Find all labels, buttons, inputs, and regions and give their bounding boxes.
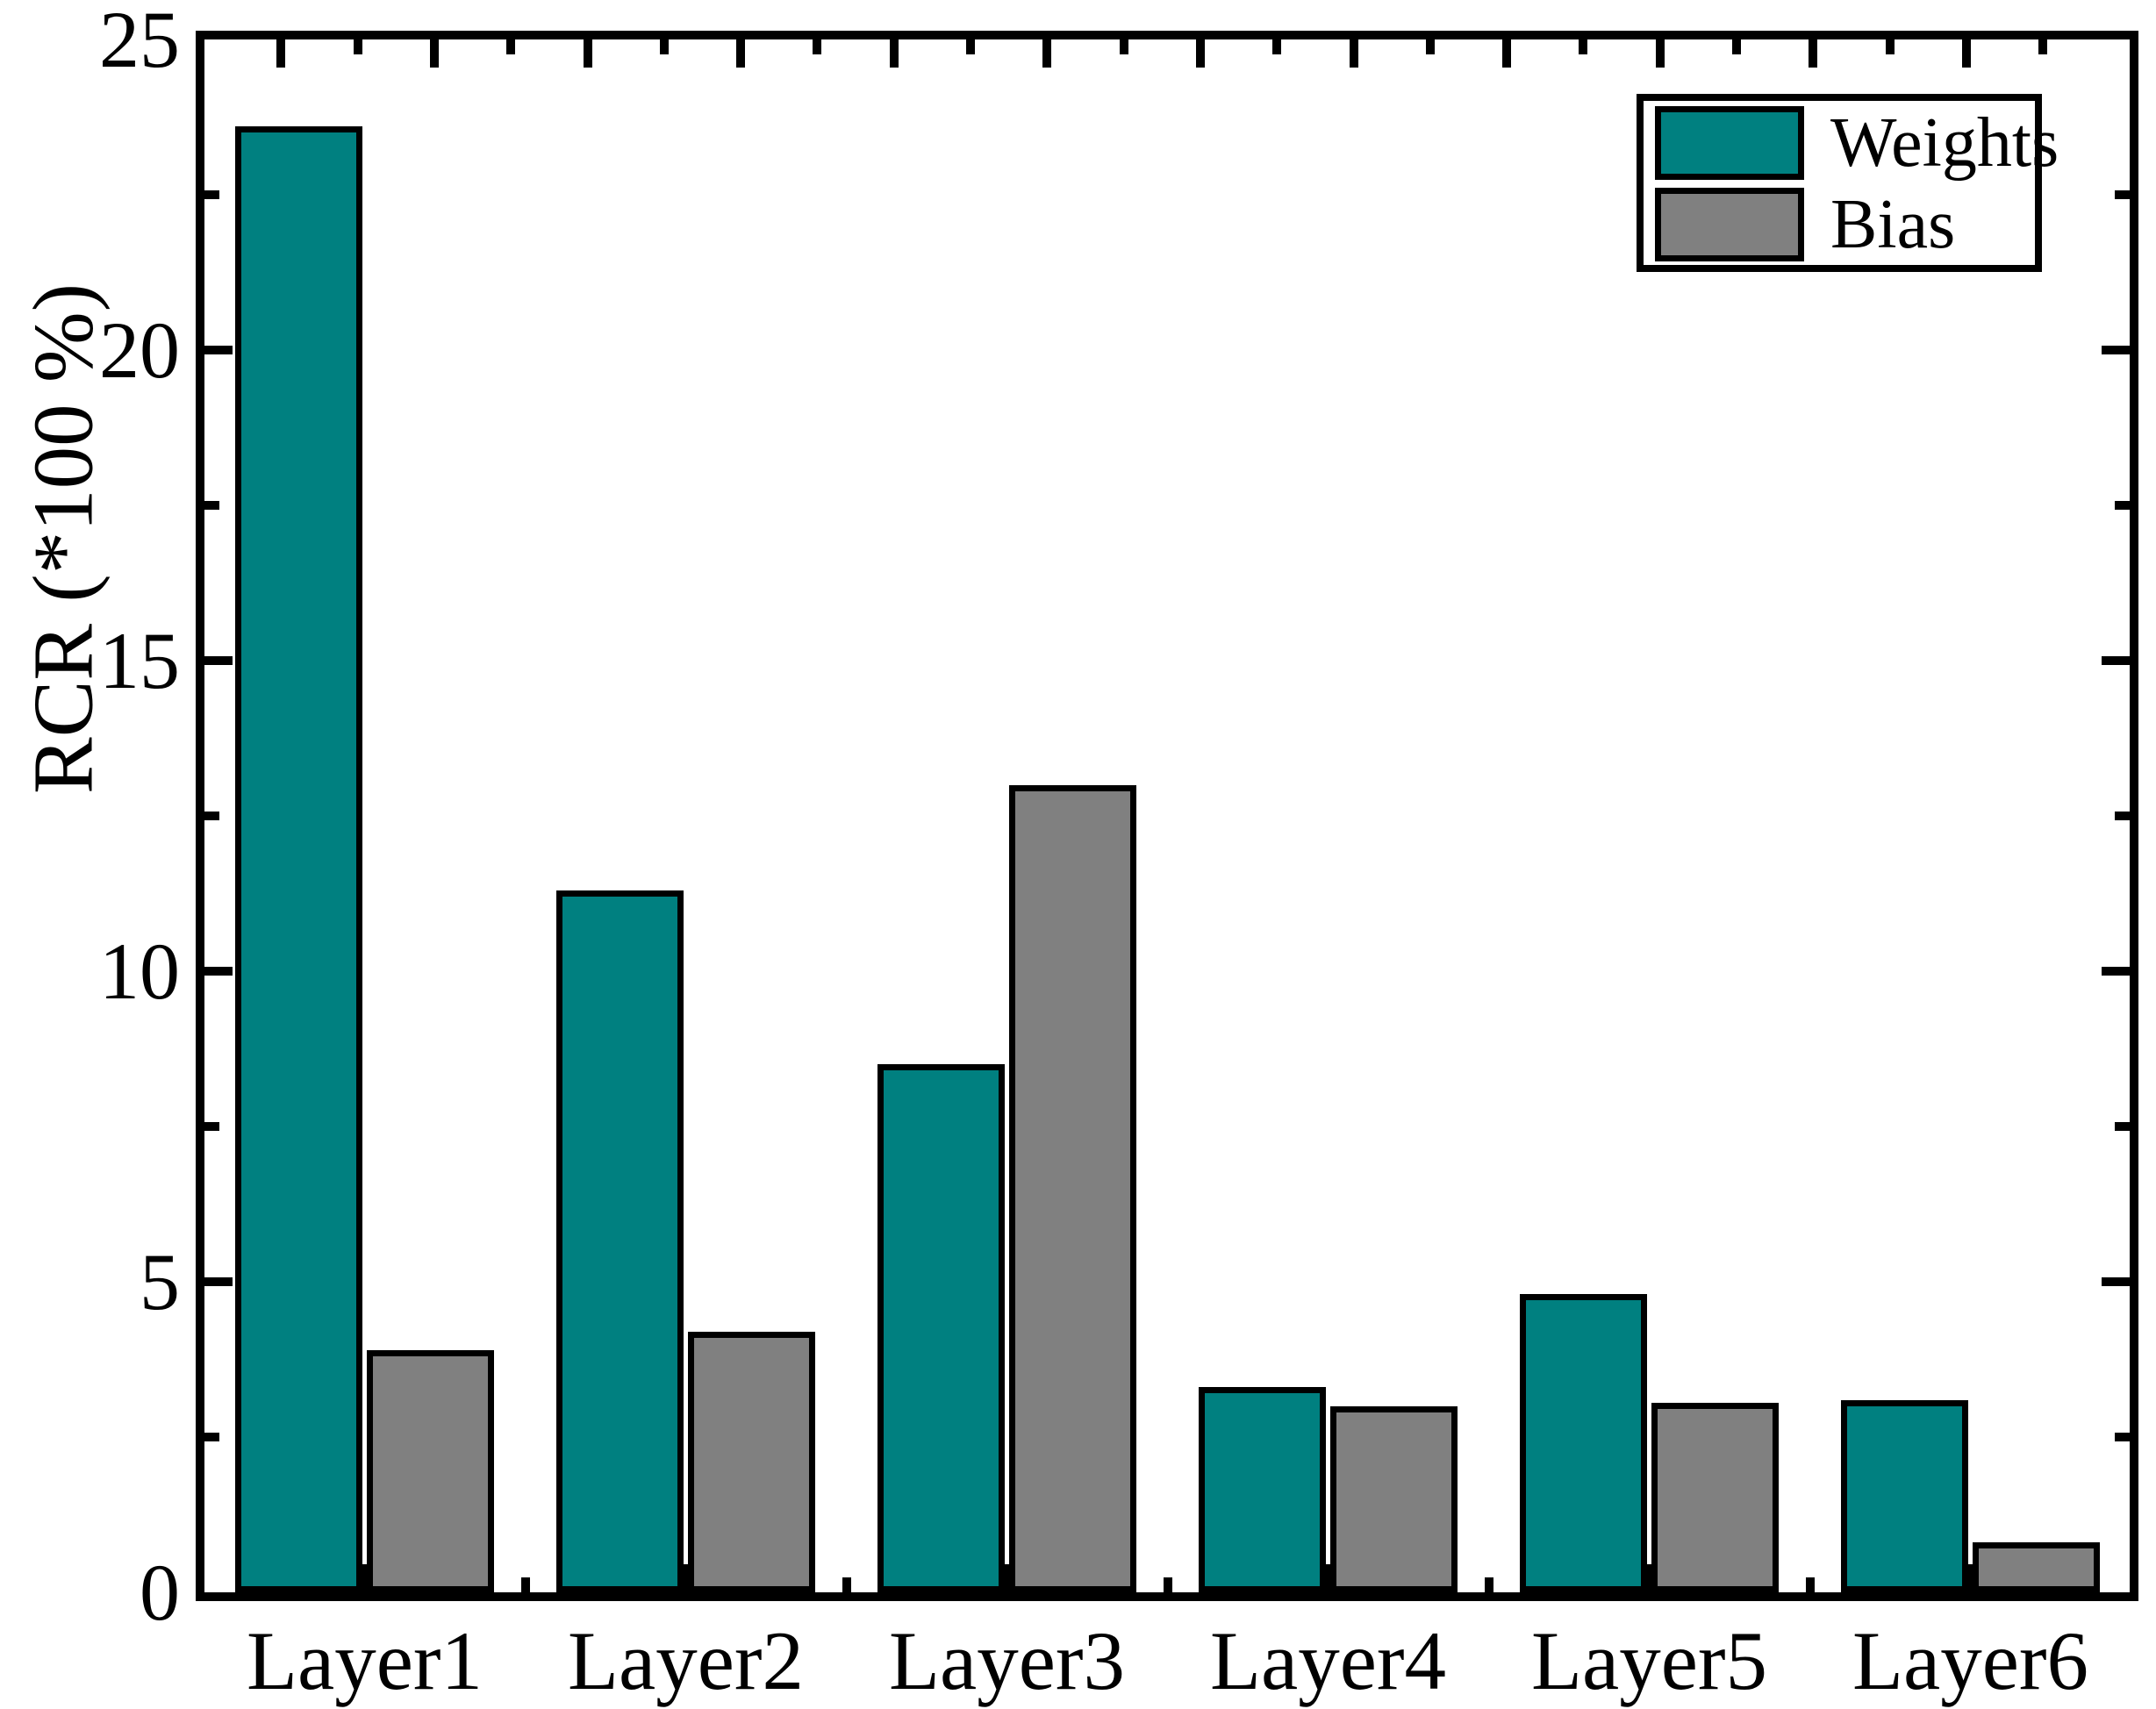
legend-row-bias: Bias (1655, 188, 1955, 261)
y-major-tick-left (204, 1277, 233, 1286)
x-minor-tick-top (659, 39, 669, 54)
x-tick-label-layer1: Layer1 (247, 1614, 483, 1707)
legend-label-bias: Bias (1830, 186, 1956, 263)
y-minor-tick-left (204, 190, 219, 199)
bar-weights-layer1 (235, 126, 362, 1592)
x-major-tick-top (1042, 39, 1052, 68)
y-tick-label-20: 20 (99, 305, 180, 395)
x-major-tick-bottom (1644, 1564, 1654, 1592)
x-minor-tick-bottom (1805, 1577, 1815, 1592)
x-major-tick-top (1349, 39, 1358, 68)
y-minor-tick-right (2115, 1122, 2130, 1131)
x-minor-tick-top (2038, 39, 2048, 54)
y-minor-tick-left (204, 501, 219, 510)
y-major-tick-right (2102, 656, 2130, 665)
bar-bias-layer6 (1973, 1542, 2100, 1592)
x-minor-tick-bottom (1163, 1577, 1172, 1592)
y-major-tick-right (2102, 1277, 2130, 1286)
y-minor-tick-left (204, 1122, 219, 1131)
x-minor-tick-top (1579, 39, 1588, 54)
x-major-tick-top (1961, 39, 1971, 68)
plot-area (204, 39, 2130, 1592)
bar-bias-layer1 (367, 1350, 494, 1592)
x-minor-tick-top (966, 39, 975, 54)
x-tick-label-layer4: Layer4 (1210, 1614, 1446, 1707)
bar-bias-layer2 (688, 1332, 815, 1592)
y-major-tick-left (204, 346, 233, 354)
y-tick-label-5: 5 (140, 1237, 180, 1326)
y-minor-tick-left (204, 1433, 219, 1441)
x-major-tick-bottom (360, 1564, 369, 1592)
legend-row-weights: Weights (1655, 106, 2059, 180)
x-major-tick-top (1195, 39, 1205, 68)
x-minor-tick-top (813, 39, 822, 54)
y-minor-tick-right (2115, 190, 2130, 199)
x-tick-label-layer2: Layer2 (568, 1614, 804, 1707)
x-major-tick-top (1502, 39, 1512, 68)
x-major-tick-top (583, 39, 592, 68)
bar-weights-layer3 (877, 1064, 1005, 1592)
x-major-tick-top (429, 39, 439, 68)
y-tick-label-10: 10 (99, 926, 180, 1016)
x-minor-tick-top (1272, 39, 1282, 54)
y-tick-label-0: 0 (140, 1548, 180, 1637)
y-major-tick-right (2102, 346, 2130, 354)
x-minor-tick-bottom (520, 1577, 530, 1592)
legend-swatch-bias (1655, 188, 1804, 261)
y-minor-tick-right (2115, 812, 2130, 820)
y-tick-label-15: 15 (99, 616, 180, 705)
x-major-tick-bottom (1002, 1564, 1012, 1592)
bar-bias-layer4 (1330, 1406, 1458, 1592)
x-major-tick-bottom (1966, 1564, 1975, 1592)
x-major-tick-bottom (681, 1564, 691, 1592)
x-major-tick-top (1809, 39, 1818, 68)
bar-weights-layer2 (556, 890, 684, 1592)
legend-swatch-weights (1655, 106, 1804, 180)
x-major-tick-top (276, 39, 286, 68)
x-minor-tick-bottom (842, 1577, 851, 1592)
bar-weights-layer5 (1520, 1294, 1647, 1592)
bar-bias-layer5 (1651, 1403, 1779, 1592)
x-minor-tick-bottom (1484, 1577, 1493, 1592)
y-major-tick-left (204, 967, 233, 976)
x-tick-label-layer3: Layer3 (889, 1614, 1125, 1707)
y-minor-tick-right (2115, 501, 2130, 510)
x-minor-tick-top (1732, 39, 1741, 54)
x-minor-tick-top (1119, 39, 1128, 54)
x-major-tick-top (889, 39, 899, 68)
bar-weights-layer4 (1199, 1387, 1326, 1592)
x-major-tick-top (1655, 39, 1665, 68)
x-minor-tick-top (1885, 39, 1895, 54)
bar-weights-layer6 (1841, 1400, 1968, 1592)
y-major-tick-right (2102, 967, 2130, 976)
x-major-tick-bottom (1323, 1564, 1333, 1592)
plot-frame (196, 31, 2138, 1601)
x-major-tick-top (736, 39, 746, 68)
legend-label-weights: Weights (1830, 104, 2059, 182)
y-tick-label-25: 25 (99, 0, 180, 84)
y-major-tick-left (204, 656, 233, 665)
x-minor-tick-top (506, 39, 516, 54)
x-tick-label-layer5: Layer5 (1531, 1614, 1767, 1707)
x-minor-tick-top (353, 39, 362, 54)
bar-bias-layer3 (1009, 785, 1136, 1592)
x-tick-label-layer6: Layer6 (1852, 1614, 2088, 1707)
y-minor-tick-right (2115, 1433, 2130, 1441)
legend: Weights Bias (1637, 94, 2059, 272)
y-minor-tick-left (204, 812, 219, 820)
x-minor-tick-top (1425, 39, 1435, 54)
